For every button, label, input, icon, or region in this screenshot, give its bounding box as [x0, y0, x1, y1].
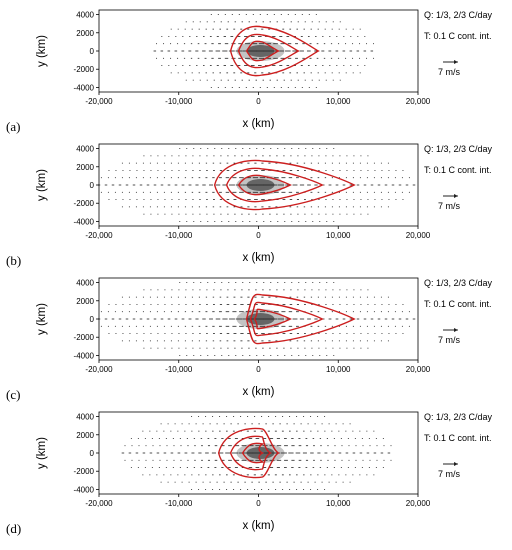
x-tick-label: -20,000 — [85, 365, 113, 374]
y-tick-label: -4000 — [74, 83, 95, 92]
panel-label: (d) — [6, 521, 21, 536]
y-tick-label: 0 — [90, 449, 95, 458]
heating-annotation: Q: 1/3, 2/3 C/day — [424, 144, 493, 154]
vector-key-label: 7 m/s — [438, 469, 461, 479]
temperature-contour — [245, 293, 356, 345]
y-tick-label: 4000 — [76, 145, 94, 154]
vector-key-arrowhead — [454, 194, 458, 198]
contour-annotation: T: 0.1 C cont. int. — [424, 165, 492, 175]
y-tick-label: 4000 — [76, 11, 94, 20]
contour-annotation: T: 0.1 C cont. int. — [424, 433, 492, 443]
y-tick-label: 2000 — [76, 163, 94, 172]
y-tick-label: -4000 — [74, 351, 95, 360]
temperature-contour — [253, 308, 292, 330]
y-tick-label: 0 — [90, 315, 95, 324]
temperature-contour — [229, 435, 273, 471]
vector-key-label: 7 m/s — [438, 335, 461, 345]
chart-panel-1: -20,000 -10,000 0 10,000 20,000 4000 2000 0 -200… — [6, 9, 493, 134]
chart-panel-3: -20,000 -10,000 0 10,000 20,000 4000 2000 0 -200… — [6, 277, 493, 402]
x-axis-label: x (km) — [243, 386, 275, 398]
y-axis-label: y (km) — [36, 35, 48, 67]
y-tick-label: 0 — [90, 47, 95, 56]
y-tick-label: -2000 — [74, 333, 95, 342]
x-tick-label: 0 — [256, 499, 261, 508]
x-tick-label: 20,000 — [406, 97, 431, 106]
chart-panel-4: -20,000 -10,000 0 10,000 20,000 4000 2000 0 -200… — [6, 411, 493, 536]
x-tick-label: 20,000 — [406, 499, 431, 508]
temperature-contour — [225, 167, 324, 203]
panel-label: (c) — [6, 387, 20, 402]
heating-annotation: Q: 1/3, 2/3 C/day — [424, 278, 493, 288]
temperature-contour — [217, 427, 280, 479]
x-tick-label: -10,000 — [165, 365, 193, 374]
x-tick-label: -20,000 — [85, 231, 113, 240]
vector-field — [153, 14, 375, 88]
x-axis-label: x (km) — [243, 118, 275, 130]
y-tick-label: -2000 — [74, 467, 95, 476]
x-tick-label: -20,000 — [85, 499, 113, 508]
y-tick-label: 4000 — [76, 413, 94, 422]
y-axis-label: y (km) — [36, 169, 48, 201]
y-tick-label: -4000 — [74, 217, 95, 226]
x-tick-label: -10,000 — [165, 97, 193, 106]
temperature-contour — [237, 33, 300, 69]
y-tick-label: -2000 — [74, 199, 95, 208]
x-axis-label: x (km) — [243, 252, 275, 264]
y-tick-label: 2000 — [76, 297, 94, 306]
x-tick-label: 20,000 — [406, 365, 431, 374]
vector-field — [121, 416, 392, 490]
x-tick-label: 10,000 — [326, 231, 351, 240]
contour-annotation: T: 0.1 C cont. int. — [424, 299, 492, 309]
y-axis-label: y (km) — [36, 437, 48, 469]
vector-key-label: 7 m/s — [438, 67, 461, 77]
y-tick-label: -4000 — [74, 485, 95, 494]
contour-annotation: T: 0.1 C cont. int. — [424, 31, 492, 41]
vector-field — [97, 148, 416, 222]
vector-key-arrowhead — [454, 328, 458, 332]
vector-key-arrowhead — [454, 462, 458, 466]
vector-key-label: 7 m/s — [438, 201, 461, 211]
vector-field — [97, 282, 416, 356]
temperature-contour — [245, 40, 281, 62]
y-tick-label: 4000 — [76, 279, 94, 288]
heating-annotation: Q: 1/3, 2/3 C/day — [424, 10, 493, 20]
panel-label: (b) — [6, 253, 21, 268]
heating-annotation: Q: 1/3, 2/3 C/day — [424, 412, 493, 422]
chart-panel-2: -20,000 -10,000 0 10,000 20,000 4000 2000 0 -200… — [6, 143, 493, 268]
panel-label: (a) — [6, 119, 20, 134]
x-tick-label: 0 — [256, 231, 261, 240]
y-tick-label: 2000 — [76, 431, 94, 440]
y-axis-label: y (km) — [36, 303, 48, 335]
x-tick-label: 10,000 — [326, 97, 351, 106]
y-tick-label: -2000 — [74, 65, 95, 74]
temperature-contour — [229, 25, 320, 77]
x-tick-label: 0 — [256, 97, 261, 106]
x-tick-label: -10,000 — [165, 231, 193, 240]
temperature-contour — [241, 442, 265, 464]
x-tick-label: 20,000 — [406, 231, 431, 240]
y-tick-label: 0 — [90, 181, 95, 190]
x-tick-label: 10,000 — [326, 499, 351, 508]
y-tick-label: 2000 — [76, 29, 94, 38]
temperature-contour — [249, 301, 324, 337]
temperature-contour — [237, 174, 292, 196]
x-axis-label: x (km) — [243, 520, 275, 532]
vector-key-arrowhead — [454, 60, 458, 64]
x-tick-label: -20,000 — [85, 97, 113, 106]
x-tick-label: 10,000 — [326, 365, 351, 374]
x-tick-label: -10,000 — [165, 499, 193, 508]
temperature-contour — [213, 159, 356, 211]
x-tick-label: 0 — [256, 365, 261, 374]
